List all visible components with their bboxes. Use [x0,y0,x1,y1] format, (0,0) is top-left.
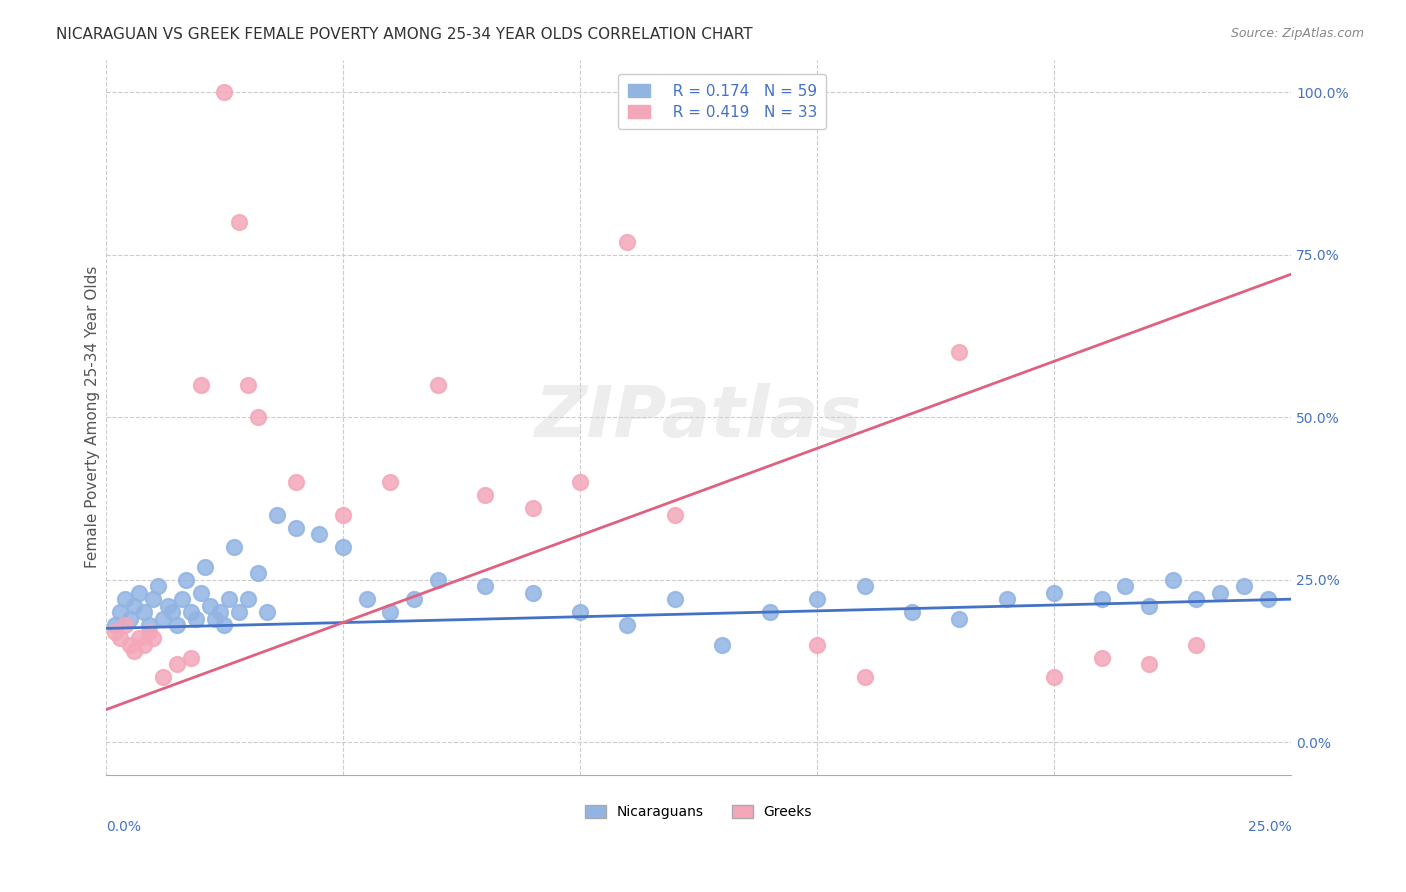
Point [138,624,160,639]
Point [522,501,544,516]
Point [664,592,686,607]
Text: 0.0%: 0.0% [105,821,141,834]
Point [108,605,131,619]
Point [426,377,449,392]
Y-axis label: Female Poverty Among 25-34 Year Olds: Female Poverty Among 25-34 Year Olds [86,266,100,568]
Point [332,540,354,554]
Point [569,475,592,490]
Point [108,631,131,645]
Point [190,377,212,392]
Point [356,592,378,607]
Point [118,638,141,652]
Point [124,599,146,613]
Point [104,624,127,639]
Point [222,540,245,554]
Point [853,670,876,684]
Point [152,612,174,626]
Point [114,592,136,607]
Legend: Nicaraguans, Greeks: Nicaraguans, Greeks [579,800,818,825]
Point [170,592,193,607]
Point [948,612,970,626]
Point [901,605,924,619]
Point [664,508,686,522]
Point [104,618,127,632]
Point [194,559,217,574]
Point [236,377,259,392]
Point [711,638,734,652]
Point [128,585,150,599]
Point [948,345,970,359]
Point [132,605,155,619]
Point [146,579,169,593]
Point [1137,657,1160,672]
Point [176,573,198,587]
Point [246,566,269,581]
Point [1185,592,1208,607]
Point [284,521,307,535]
Point [124,644,146,658]
Point [1091,592,1114,607]
Point [616,618,638,632]
Point [1209,585,1232,599]
Point [138,618,160,632]
Point [1185,638,1208,652]
Point [256,605,278,619]
Point [190,585,212,599]
Point [404,592,426,607]
Point [142,592,165,607]
Point [758,605,780,619]
Point [218,592,240,607]
Point [132,638,155,652]
Point [180,605,202,619]
Point [569,605,592,619]
Point [995,592,1018,607]
Point [142,631,165,645]
Point [228,605,250,619]
Text: 25.0%: 25.0% [1247,821,1291,834]
Point [204,612,226,626]
Point [616,235,638,249]
Point [156,599,179,613]
Point [1233,579,1256,593]
Point [522,585,544,599]
Point [380,475,402,490]
Point [308,527,330,541]
Point [162,605,184,619]
Point [426,573,449,587]
Point [180,650,202,665]
Point [1114,579,1136,593]
Point [208,605,231,619]
Point [474,488,496,502]
Point [128,631,150,645]
Point [166,657,188,672]
Point [1091,650,1114,665]
Point [332,508,354,522]
Point [214,618,236,632]
Text: Source: ZipAtlas.com: Source: ZipAtlas.com [1230,27,1364,40]
Point [853,579,876,593]
Point [806,592,828,607]
Point [118,612,141,626]
Point [1043,670,1066,684]
Text: ZIPatlas: ZIPatlas [534,383,862,451]
Point [228,215,250,229]
Point [246,410,269,425]
Point [266,508,288,522]
Point [184,612,207,626]
Point [1257,592,1279,607]
Point [1137,599,1160,613]
Point [214,85,236,99]
Point [1161,573,1184,587]
Point [284,475,307,490]
Point [1043,585,1066,599]
Point [806,638,828,652]
Point [114,618,136,632]
Point [152,670,174,684]
Point [380,605,402,619]
Point [474,579,496,593]
Text: NICARAGUAN VS GREEK FEMALE POVERTY AMONG 25-34 YEAR OLDS CORRELATION CHART: NICARAGUAN VS GREEK FEMALE POVERTY AMONG… [56,27,752,42]
Point [166,618,188,632]
Point [236,592,259,607]
Point [198,599,221,613]
